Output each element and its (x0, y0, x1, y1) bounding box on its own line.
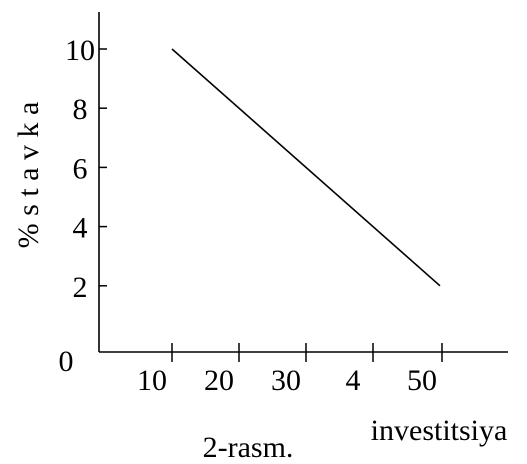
x-tick-label-40: 4 (346, 364, 361, 397)
y-tick-label-10: 10 (65, 34, 95, 67)
figure-caption: 2-rasm. (203, 431, 294, 464)
x-tick-label-30: 30 (271, 364, 301, 397)
series (171, 48, 441, 287)
y-tick-label-4: 4 (73, 212, 88, 245)
y-axis-label: % s t a v k a (12, 102, 45, 249)
x-tick-label-20: 20 (204, 364, 234, 397)
y-tick-label-2: 2 (73, 271, 88, 304)
x-axis-label: investitsiya (371, 414, 508, 447)
origin-label: 0 (59, 345, 74, 378)
ticks (99, 48, 443, 362)
series-line-0 (171, 48, 441, 287)
y-tick-label-6: 6 (73, 152, 88, 185)
tick-labels: 2 4 6 8 10 10 20 30 4 50 (65, 34, 437, 397)
y-tick-label-8: 8 (73, 93, 88, 126)
x-tick-label-10: 10 (137, 364, 167, 397)
x-tick-label-50: 50 (407, 364, 437, 397)
axes (98, 12, 508, 353)
